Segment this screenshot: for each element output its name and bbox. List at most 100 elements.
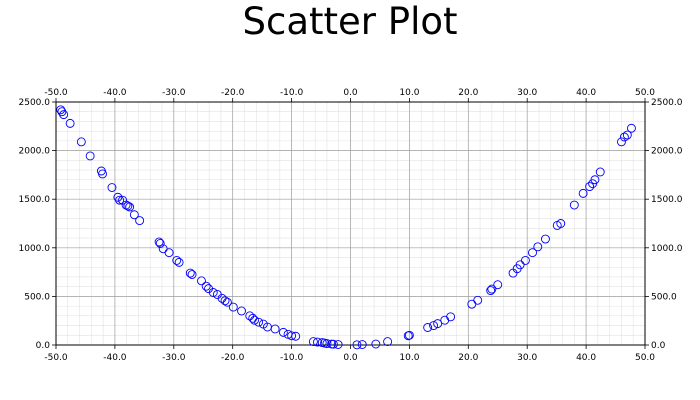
x-tick-label-top: -10.0 [280,88,304,98]
data-point [371,339,381,349]
x-tick-label-top: -20.0 [221,88,245,98]
data-point [404,330,414,340]
data-point [328,339,338,349]
data-point [123,201,133,211]
data-point [185,268,195,278]
data-point [487,284,497,294]
x-tick-label-top: -30.0 [162,88,186,98]
data-point [172,255,182,265]
data-point [333,340,343,349]
x-tick-label-bottom: -10.0 [280,353,304,363]
x-tick-label-bottom: -40.0 [103,353,127,363]
data-point [622,130,632,140]
x-tick-label-bottom: 10.0 [399,353,419,363]
data-point [222,297,232,307]
data-point [322,339,332,348]
chart-title: Scatter Plot [242,0,458,43]
data-point [423,323,433,332]
x-tick-label-top: 40.0 [576,88,596,98]
data-point [65,118,75,128]
data-point [616,137,626,147]
data-point [278,327,288,337]
x-tick-label-bottom: -30.0 [162,353,186,363]
data-point [59,110,69,120]
data-point [107,183,117,192]
data-points [56,105,636,350]
y-tick-label-right: 1500.0 [651,195,683,205]
y-tick-label-left: 500.0 [24,292,50,302]
data-point [308,337,318,347]
data-point [85,151,95,161]
data-point [135,216,145,226]
data-point [627,123,636,133]
data-point [174,257,184,267]
data-point [125,202,135,212]
x-tick-label-top: 30.0 [517,88,537,98]
data-point [556,219,566,228]
data-point [291,331,301,341]
data-point [220,296,230,306]
x-tick-label-bottom: 40.0 [576,353,596,363]
data-point [578,188,588,198]
data-point [56,105,66,115]
y-tick-label-right: 0.0 [651,341,666,351]
data-point [486,286,496,296]
data-point [197,276,206,286]
y-tick-label-right: 2500.0 [651,98,683,108]
data-point [187,270,197,279]
data-point [595,167,605,177]
x-tick-label-top: 20.0 [458,88,478,98]
x-tick-label-top: -40.0 [103,88,127,98]
data-point [352,340,362,350]
data-point [254,317,264,327]
x-tick-label-bottom: 50.0 [635,353,655,363]
data-point [155,238,165,248]
data-point [164,248,174,258]
data-point [270,324,280,334]
axis-ticks [52,98,649,349]
data-point [201,281,211,291]
y-tick-label-right: 1000.0 [651,244,683,254]
data-point [237,306,246,316]
data-point [590,175,600,185]
y-tick-label-left: 1000.0 [19,244,51,254]
x-tick-label-top: -50.0 [44,88,68,98]
data-point [569,200,579,210]
data-point [446,312,456,322]
x-tick-label-top: 50.0 [635,88,655,98]
y-tick-label-right: 500.0 [651,292,677,302]
data-point [129,210,139,220]
data-point [585,182,595,192]
data-point [383,337,393,347]
data-point [528,248,537,258]
data-point [467,299,477,309]
x-tick-label-bottom: -50.0 [44,353,68,363]
data-point [57,107,67,117]
data-point [357,340,367,349]
data-point [520,255,530,265]
x-tick-label-bottom: -20.0 [221,353,245,363]
data-point [515,260,525,270]
x-tick-label-bottom: 30.0 [517,353,537,363]
x-tick-label-bottom: 20.0 [458,353,478,363]
data-point [154,237,164,247]
data-point [533,242,543,252]
data-point [250,315,259,325]
x-tick-label-top: 10.0 [399,88,419,98]
y-tick-label-left: 2500.0 [19,98,51,108]
data-point [433,319,443,329]
y-tick-label-left: 1500.0 [19,195,51,205]
data-point [98,169,107,179]
x-tick-label-bottom: 0.0 [343,353,358,363]
data-point [287,331,297,341]
data-point [228,302,238,312]
y-tick-label-right: 2000.0 [651,147,683,157]
data-point [619,132,629,142]
data-point [208,288,218,297]
data-point [113,192,123,202]
x-tick-label-top: 0.0 [343,88,358,98]
y-tick-label-left: 2000.0 [19,147,51,157]
data-point [473,295,483,305]
data-point [493,280,503,290]
